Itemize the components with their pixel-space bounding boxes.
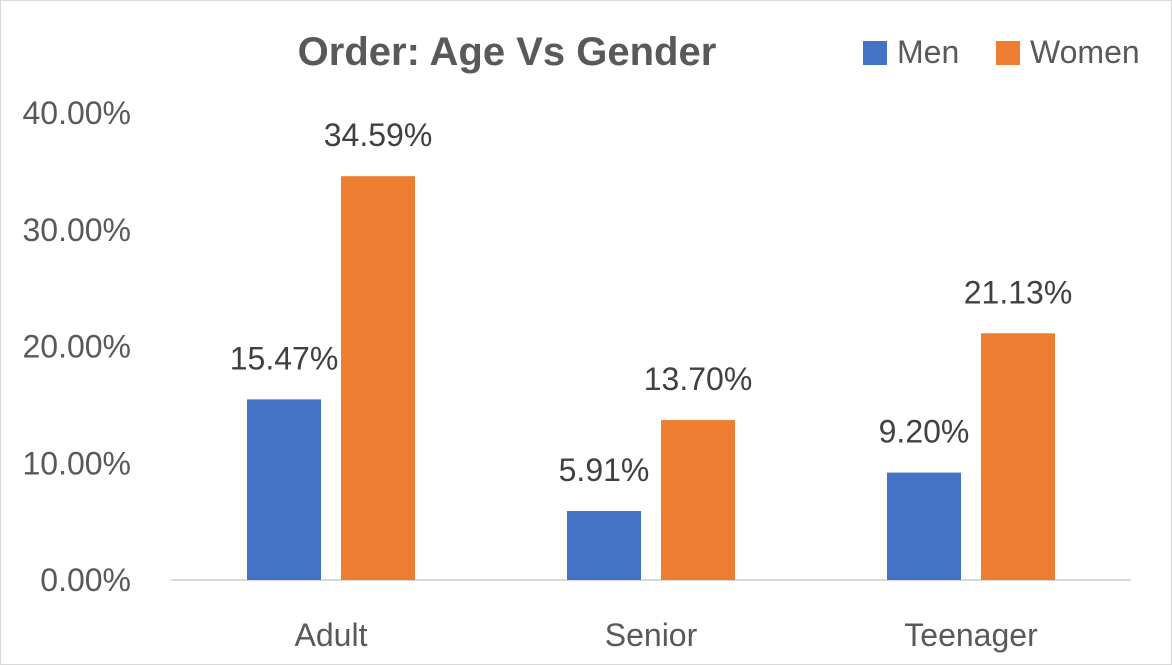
legend-label-men: Men [897,34,959,70]
x-category-label: Adult [295,617,368,653]
legend-swatch-women [996,41,1020,65]
y-tick-label: 0.00% [40,562,131,598]
x-category-label: Teenager [904,617,1038,653]
bar-men-adult [247,399,321,580]
data-label: 15.47% [230,340,339,376]
data-label: 21.13% [964,274,1073,310]
legend-swatch-men [863,41,887,65]
y-tick-label: 40.00% [22,95,131,131]
data-labels: 15.47% 34.59% 5.91% 13.70% 9.20% 21.13% [230,117,1073,488]
bar-women-teenager [981,333,1055,580]
y-tick-label: 20.00% [22,329,131,365]
legend-label-women: Women [1030,34,1140,70]
bar-men-teenager [887,472,961,580]
bar-women-senior [661,420,735,580]
bar-men-senior [567,511,641,580]
legend: Men Women [863,34,1140,70]
chart-title: Order: Age Vs Gender [298,30,717,74]
data-label: 5.91% [559,452,650,488]
y-tick-label: 10.00% [22,445,131,481]
bar-women-adult [341,176,415,580]
x-category-label: Senior [605,617,698,653]
data-label: 9.20% [879,414,970,450]
data-label: 34.59% [324,117,433,153]
y-tick-label: 30.00% [22,212,131,248]
bars [247,176,1055,580]
y-axis: 0.00% 10.00% 20.00% 30.00% 40.00% [22,95,131,598]
data-label: 13.70% [644,361,753,397]
x-axis: Adult Senior Teenager [295,617,1039,653]
